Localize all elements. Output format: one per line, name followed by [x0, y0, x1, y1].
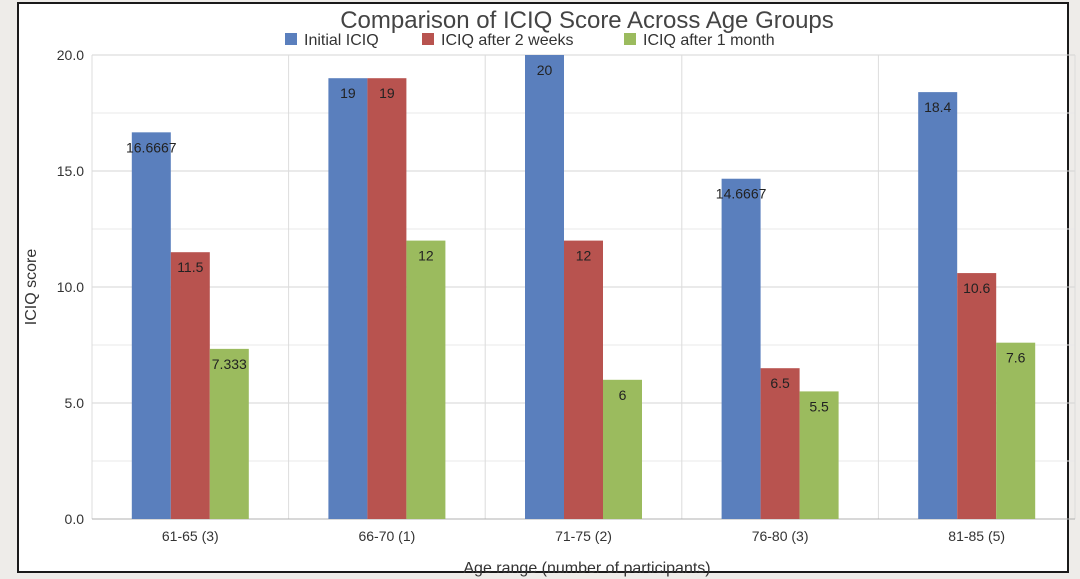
bar [603, 379, 642, 519]
x-tick-label: 81-85 (5) [948, 528, 1005, 544]
legend-label: ICIQ after 1 month [643, 32, 775, 49]
data-label: 14.6667 [716, 186, 767, 202]
bar [170, 252, 210, 519]
bar [957, 273, 997, 519]
bar [996, 342, 1036, 519]
axis-ticks: 0.0 5.0 10.0 15.0 20.0 61-65 (3) 66-70 (1) 71-7… [57, 47, 1005, 544]
data-label: 6 [619, 387, 627, 403]
data-label: 12 [418, 248, 434, 264]
data-label: 18.4 [924, 99, 951, 115]
data-label: 7.6 [1006, 350, 1026, 366]
data-label: 6.5 [770, 375, 790, 391]
data-label: 11.5 [177, 259, 203, 275]
data-label: 19 [379, 85, 395, 101]
y-axis-label: ICIQ score [23, 249, 40, 326]
x-tick-label: 76-80 (3) [752, 528, 809, 544]
legend-label: Initial ICIQ [304, 32, 379, 49]
x-tick-label: 61-65 (3) [162, 528, 219, 544]
bar [760, 368, 800, 519]
legend-label: ICIQ after 2 weeks [441, 32, 574, 49]
bar [918, 92, 958, 520]
bar [328, 78, 368, 519]
bar [367, 78, 407, 519]
chart-title: Comparison of ICIQ Score Across Age Grou… [340, 7, 834, 34]
bar [564, 240, 603, 519]
bar [721, 178, 761, 520]
bar [131, 132, 171, 519]
y-tick-label: 15.0 [57, 163, 84, 179]
bar [525, 55, 564, 519]
gridlines [91, 54, 1076, 520]
legend-swatch [422, 33, 434, 45]
bar [406, 240, 446, 519]
y-tick-label: 20.0 [57, 47, 84, 63]
y-tick-label: 5.0 [65, 395, 85, 411]
data-label: 19 [340, 85, 356, 101]
data-label: 12 [576, 248, 592, 264]
x-axis-label: Age range (number of participants) [463, 560, 710, 577]
data-label: 16.6667 [126, 139, 177, 155]
data-label: 10.6 [963, 280, 990, 296]
data-label: 20 [537, 62, 553, 78]
x-tick-label: 66-70 (1) [358, 528, 415, 544]
y-tick-label: 10.0 [57, 279, 84, 295]
legend: Initial ICIQ ICIQ after 2 weeks ICIQ after… [285, 32, 775, 49]
y-tick-label: 0.0 [65, 511, 85, 527]
data-labels: 16.6667 11.5 7.333 19 19 12 20 12 6 14.6667 6.5 5.5… [126, 62, 1026, 414]
legend-swatch [624, 33, 636, 45]
x-tick-label: 71-75 (2) [555, 528, 612, 544]
bars [131, 55, 1036, 520]
bar [799, 391, 839, 519]
data-label: 7.333 [212, 356, 247, 372]
bar [209, 348, 249, 519]
legend-swatch [285, 33, 297, 45]
data-label: 5.5 [809, 398, 829, 414]
